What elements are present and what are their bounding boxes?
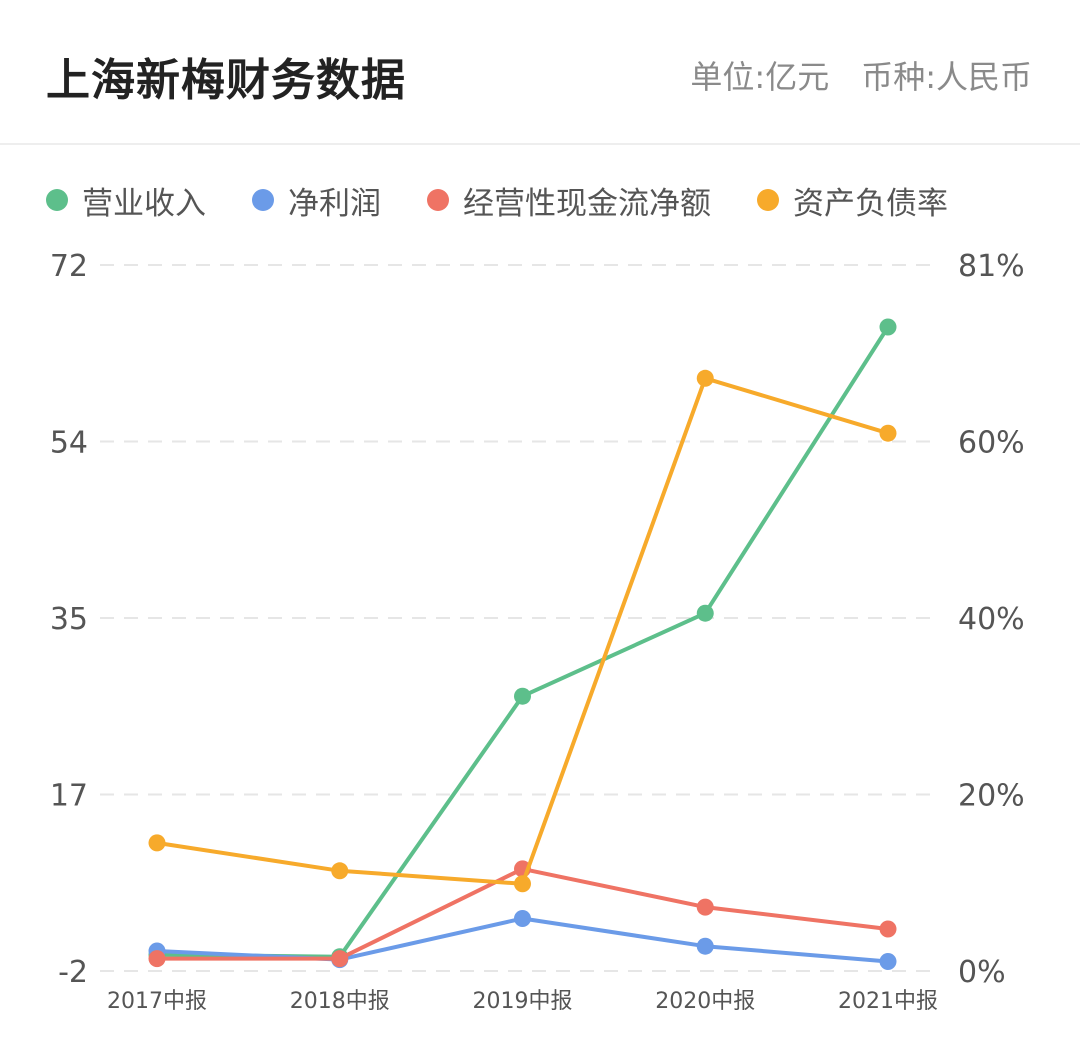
legend-label-revenue: 营业收入 (82, 185, 206, 222)
data-point (696, 369, 714, 387)
legend-label-debt-ratio: 资产负债率 (793, 185, 948, 222)
data-point (696, 898, 714, 916)
legend-swatch-operating-cash-flow (427, 189, 449, 211)
data-point (331, 950, 349, 968)
data-point (514, 875, 531, 893)
data-point (696, 604, 714, 622)
y-right-tick-label: 60% (958, 426, 1025, 461)
data-point (331, 862, 349, 880)
data-point (879, 424, 897, 442)
data-point (696, 937, 714, 955)
y-right-tick-label: 40% (958, 602, 1025, 637)
data-point (879, 920, 897, 938)
x-tick-label: 2020中报 (655, 989, 755, 1014)
series-line (155, 376, 890, 886)
legend-label-net-profit: 净利润 (288, 185, 381, 222)
data-point (879, 318, 897, 336)
y-left-tick-label: 54 (50, 426, 88, 461)
legend-swatch-debt-ratio (757, 189, 779, 211)
legend-swatch-revenue (46, 189, 68, 211)
legend-swatch-net-profit (252, 189, 274, 211)
x-tick-label: 2018中报 (290, 989, 390, 1014)
data-point (514, 910, 531, 927)
y-right-tick-label: 81% (958, 249, 1025, 284)
y-left-tick-label: 35 (50, 602, 88, 637)
x-tick-label: 2021中报 (838, 989, 938, 1014)
y-left-tick-label: 17 (50, 779, 88, 814)
y-right-tick-label: 0% (958, 955, 1006, 990)
x-tick-label: 2017中报 (107, 989, 207, 1014)
data-point (879, 953, 897, 970)
legend-label-operating-cash-flow: 经营性现金流净额 (463, 185, 711, 222)
y-left-tick-label: 72 (50, 249, 88, 284)
legend-item-revenue[interactable]: 营业收入 (46, 178, 206, 223)
data-point (148, 834, 166, 852)
data-point (148, 950, 166, 968)
page-title: 上海新梅财务数据 (46, 55, 406, 106)
legend-item-debt-ratio[interactable]: 资产负债率 (757, 178, 948, 223)
data-point (514, 687, 531, 705)
currency-label: 币种:人民币 (861, 58, 1032, 96)
chart-legend: 营业收入 净利润 经营性现金流净额 资产负债率 (46, 176, 948, 224)
legend-item-net-profit[interactable]: 净利润 (252, 178, 381, 223)
y-left-tick-label: -2 (58, 955, 88, 990)
y-right-tick-label: 20% (958, 779, 1025, 814)
unit-label: 单位:亿元 (690, 58, 830, 96)
header: 上海新梅财务数据 单位:亿元 币种:人民币 (0, 0, 1080, 145)
unit-info: 单位:亿元 币种:人民币 (690, 52, 1032, 98)
legend-item-operating-cash-flow[interactable]: 经营性现金流净额 (427, 178, 711, 223)
x-tick-label: 2019中报 (473, 989, 573, 1014)
